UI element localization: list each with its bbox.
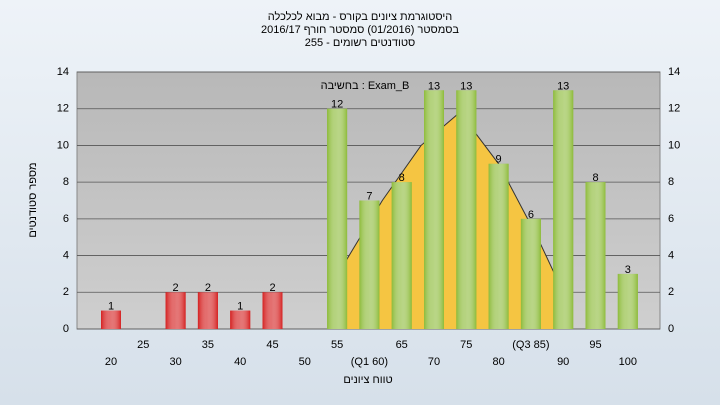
value-label: 1 xyxy=(108,301,114,313)
value-label: 8 xyxy=(592,172,598,184)
bar-shine xyxy=(553,90,574,329)
x-tick-label: 70 xyxy=(428,356,440,368)
bar-shine xyxy=(424,90,444,329)
y2-tick-label: 4 xyxy=(668,249,674,261)
y2-tick-label: 14 xyxy=(668,66,680,78)
bar-shine xyxy=(585,182,606,329)
value-label: 13 xyxy=(460,80,472,92)
value-label: 2 xyxy=(205,282,211,294)
x-tick-label: 100 xyxy=(619,356,637,368)
value-label: 2 xyxy=(269,282,275,294)
y-tick-label: 12 xyxy=(57,103,69,115)
bar-shine xyxy=(617,273,638,329)
annotation: Exam_B : בחשיבה xyxy=(321,80,410,92)
x-tick-label: 20 xyxy=(105,356,117,368)
value-label: 8 xyxy=(399,172,405,184)
x-tick-label: 80 xyxy=(492,356,504,368)
x-tick-label: 45 xyxy=(266,339,278,351)
bar-shine xyxy=(456,90,477,329)
y-tick-label: 6 xyxy=(63,213,69,225)
value-label: 13 xyxy=(557,80,569,92)
y-tick-label: 0 xyxy=(63,323,69,335)
x-tick-label: (Q3 85) xyxy=(512,339,549,351)
x-tick-label: 90 xyxy=(557,356,569,368)
y-tick-label: 4 xyxy=(63,249,69,261)
y-tick-label: 10 xyxy=(57,139,69,151)
y-tick-label: 2 xyxy=(63,286,69,298)
y2-tick-label: 6 xyxy=(668,213,674,225)
value-label: 3 xyxy=(625,264,631,276)
bar-shine xyxy=(488,163,509,329)
value-label: 7 xyxy=(366,190,372,202)
x-tick-label: 30 xyxy=(169,356,181,368)
chart-subtitle: סטודנטים רשומים - 255 xyxy=(305,37,416,49)
bar-shine xyxy=(391,182,412,329)
value-label: 2 xyxy=(173,282,179,294)
bar-shine xyxy=(165,292,186,329)
x-tick-label: 65 xyxy=(396,339,408,351)
bar-shine xyxy=(520,218,541,329)
y2-tick-label: 8 xyxy=(668,176,674,188)
bar-shine xyxy=(101,310,121,329)
x-tick-label: 25 xyxy=(137,339,149,351)
x-tick-label: 75 xyxy=(460,339,472,351)
y-axis-label: מספר סטודנטים xyxy=(27,162,39,237)
x-tick-label: 35 xyxy=(202,339,214,351)
chart-title: היסטוגרמת ציונים בקורס - מבוא לכלכלה xyxy=(268,10,453,23)
value-label: 13 xyxy=(428,80,440,92)
y2-tick-label: 2 xyxy=(668,286,674,298)
y2-tick-label: 12 xyxy=(668,103,680,115)
y-tick-label: 8 xyxy=(63,176,69,188)
x-tick-label: 50 xyxy=(299,356,311,368)
x-tick-label: 55 xyxy=(331,339,343,351)
value-label: 1 xyxy=(237,301,243,313)
bar-shine xyxy=(197,292,218,329)
x-tick-label: 40 xyxy=(234,356,246,368)
value-label: 12 xyxy=(331,99,343,111)
x-tick-label: (Q1 60) xyxy=(351,356,388,368)
y2-tick-label: 0 xyxy=(668,323,674,335)
bar-shine xyxy=(327,108,348,329)
x-tick-label: 95 xyxy=(589,339,601,351)
x-axis-label: טווח ציונים xyxy=(343,374,392,386)
value-label: 9 xyxy=(496,154,502,166)
y-tick-label: 14 xyxy=(57,66,69,78)
bar-shine xyxy=(230,310,251,329)
bar-shine xyxy=(262,292,283,329)
chart-subtitle: בסמסטר (01/2016) סמסטר חורף 2016/17 xyxy=(261,24,459,36)
y2-tick-label: 10 xyxy=(668,139,680,151)
value-label: 6 xyxy=(528,209,534,221)
bar-shine xyxy=(359,200,380,329)
